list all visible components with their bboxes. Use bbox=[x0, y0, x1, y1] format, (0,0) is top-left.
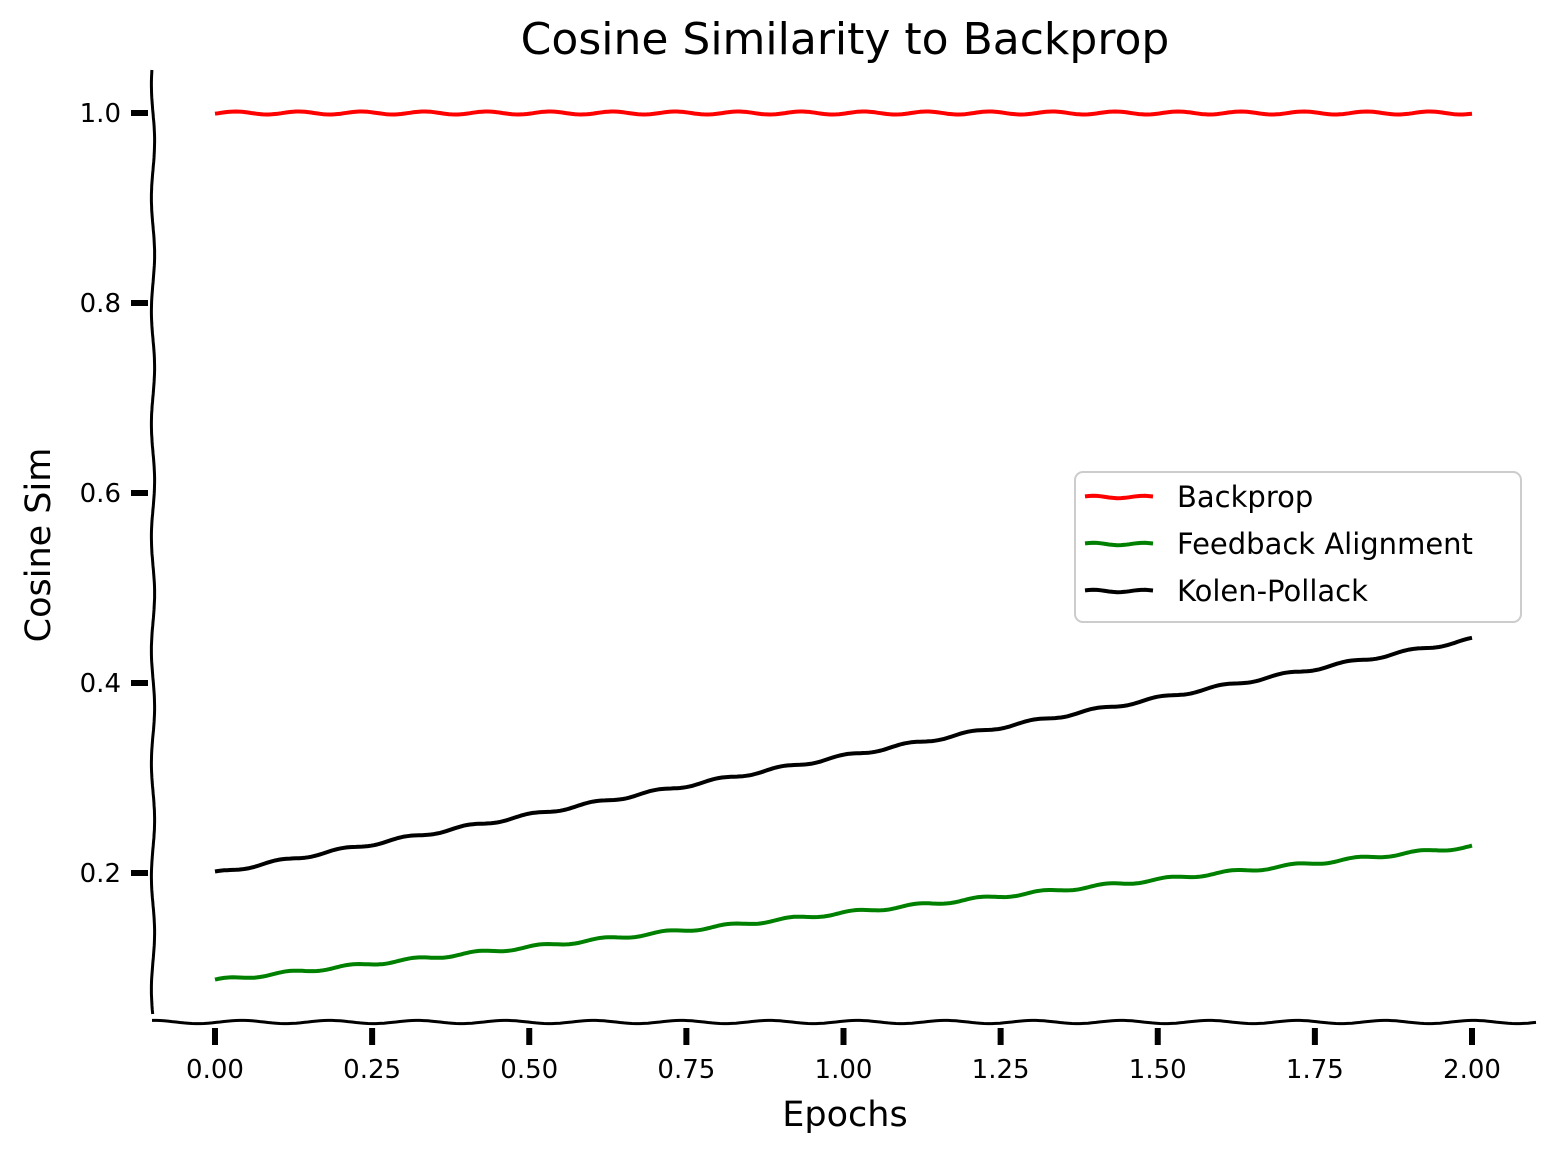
y-axis-ticks: 0.2 0.4 0.6 0.8 1.0 bbox=[80, 99, 148, 889]
y-tick-label: 0.6 bbox=[80, 479, 121, 509]
x-tick-label: 1.25 bbox=[972, 1055, 1030, 1085]
legend-label: Backprop bbox=[1177, 480, 1313, 514]
y-tick-label: 0.4 bbox=[80, 669, 121, 699]
series-line-kolen-pollack bbox=[214, 635, 1473, 874]
y-tick-label: 0.8 bbox=[80, 289, 121, 319]
x-axis-line bbox=[152, 1018, 1537, 1026]
y-axis-line bbox=[149, 69, 157, 1015]
legend-box bbox=[1074, 471, 1522, 623]
x-tick-label: 2.00 bbox=[1443, 1055, 1501, 1085]
series-line-backprop bbox=[214, 109, 1473, 117]
chart-title: Cosine Similarity to Backprop bbox=[521, 14, 1170, 65]
x-tick-label: 1.00 bbox=[815, 1055, 873, 1085]
legend-swatch bbox=[1084, 493, 1154, 501]
x-axis-title: Epochs bbox=[782, 1095, 907, 1135]
legend: Backprop Feedback Alignment Kolen-Pollack bbox=[1074, 471, 1522, 623]
y-axis-title: Cosine Sim bbox=[19, 448, 59, 643]
x-tick-label: 0.75 bbox=[657, 1055, 715, 1085]
legend-label: Kolen-Pollack bbox=[1177, 574, 1368, 608]
y-tick-label: 1.0 bbox=[80, 99, 121, 129]
x-tick-label: 1.75 bbox=[1286, 1055, 1344, 1085]
x-tick-label: 0.25 bbox=[343, 1055, 401, 1085]
legend-label: Feedback Alignment bbox=[1177, 527, 1473, 561]
x-tick-label: 1.50 bbox=[1129, 1055, 1187, 1085]
y-tick-label: 0.2 bbox=[80, 859, 121, 889]
series-line-feedback-alignment bbox=[214, 843, 1473, 982]
x-axis-ticks: 0.00 0.25 0.50 0.75 1.00 1.25 1.50 1.75 2.00 bbox=[186, 1028, 1501, 1085]
legend-swatch bbox=[1084, 540, 1154, 548]
legend-swatch bbox=[1084, 587, 1154, 595]
x-tick-label: 0.00 bbox=[186, 1055, 244, 1085]
series-layer bbox=[214, 109, 1473, 982]
x-tick-label: 0.50 bbox=[500, 1055, 558, 1085]
